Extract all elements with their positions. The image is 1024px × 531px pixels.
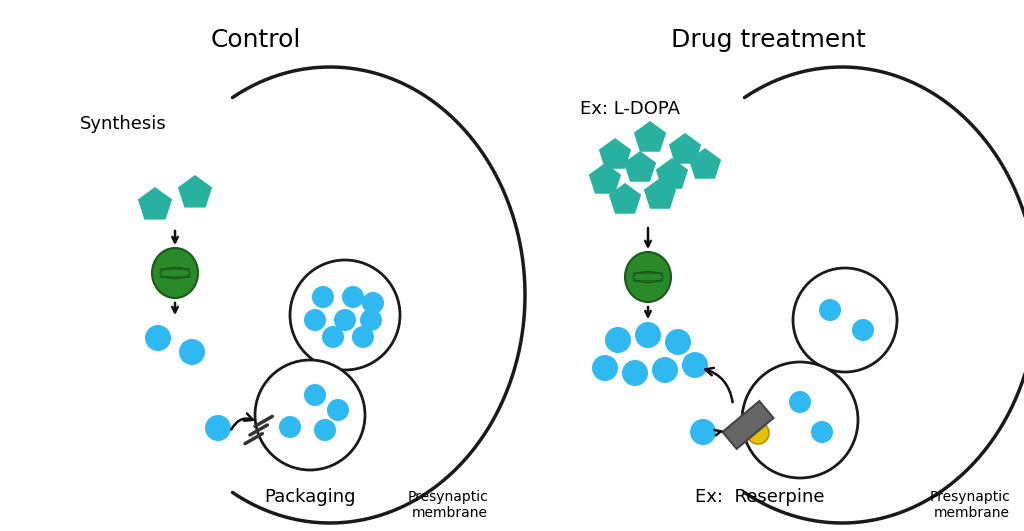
Text: Control: Control — [211, 28, 301, 52]
Polygon shape — [609, 183, 641, 214]
Circle shape — [314, 419, 336, 441]
Circle shape — [312, 286, 334, 308]
Circle shape — [793, 268, 897, 372]
Text: Ex: L-DOPA: Ex: L-DOPA — [580, 100, 680, 118]
Circle shape — [279, 416, 301, 438]
Circle shape — [304, 384, 326, 406]
Polygon shape — [599, 138, 631, 169]
Text: Ex:  Reserpine: Ex: Reserpine — [695, 488, 824, 506]
Circle shape — [652, 357, 678, 383]
Text: Presynaptic
membrane: Presynaptic membrane — [929, 490, 1010, 520]
Circle shape — [690, 419, 716, 445]
FancyArrowPatch shape — [706, 368, 732, 402]
Circle shape — [635, 322, 662, 348]
Ellipse shape — [625, 252, 671, 302]
Circle shape — [622, 360, 648, 386]
Circle shape — [746, 422, 769, 444]
Text: Drug treatment: Drug treatment — [671, 28, 865, 52]
Circle shape — [327, 399, 349, 421]
Circle shape — [290, 260, 400, 370]
Polygon shape — [644, 178, 676, 209]
Circle shape — [334, 309, 356, 331]
Circle shape — [605, 327, 631, 353]
Polygon shape — [689, 148, 721, 179]
Polygon shape — [655, 158, 688, 189]
Circle shape — [145, 325, 171, 351]
Text: Packaging: Packaging — [264, 488, 355, 506]
Circle shape — [742, 362, 858, 478]
Circle shape — [811, 421, 833, 443]
Polygon shape — [669, 133, 701, 164]
Ellipse shape — [160, 268, 189, 278]
Polygon shape — [723, 401, 773, 449]
Circle shape — [352, 326, 374, 348]
Circle shape — [322, 326, 344, 348]
Circle shape — [304, 309, 326, 331]
Text: Presynaptic
membrane: Presynaptic membrane — [408, 490, 488, 520]
Circle shape — [362, 292, 384, 314]
Polygon shape — [138, 187, 172, 219]
Circle shape — [852, 319, 874, 341]
Circle shape — [790, 391, 811, 413]
Circle shape — [255, 360, 365, 470]
Ellipse shape — [633, 271, 663, 282]
Circle shape — [819, 299, 841, 321]
Circle shape — [360, 309, 382, 331]
Circle shape — [682, 352, 708, 378]
Circle shape — [205, 415, 231, 441]
Polygon shape — [624, 151, 656, 182]
Circle shape — [179, 339, 205, 365]
FancyArrowPatch shape — [231, 414, 253, 430]
Circle shape — [665, 329, 691, 355]
Polygon shape — [178, 175, 212, 208]
Polygon shape — [634, 121, 667, 152]
Circle shape — [727, 422, 749, 444]
Text: Synthesis: Synthesis — [80, 115, 167, 133]
Circle shape — [342, 286, 364, 308]
Polygon shape — [589, 163, 622, 194]
Circle shape — [592, 355, 618, 381]
Ellipse shape — [152, 248, 198, 298]
